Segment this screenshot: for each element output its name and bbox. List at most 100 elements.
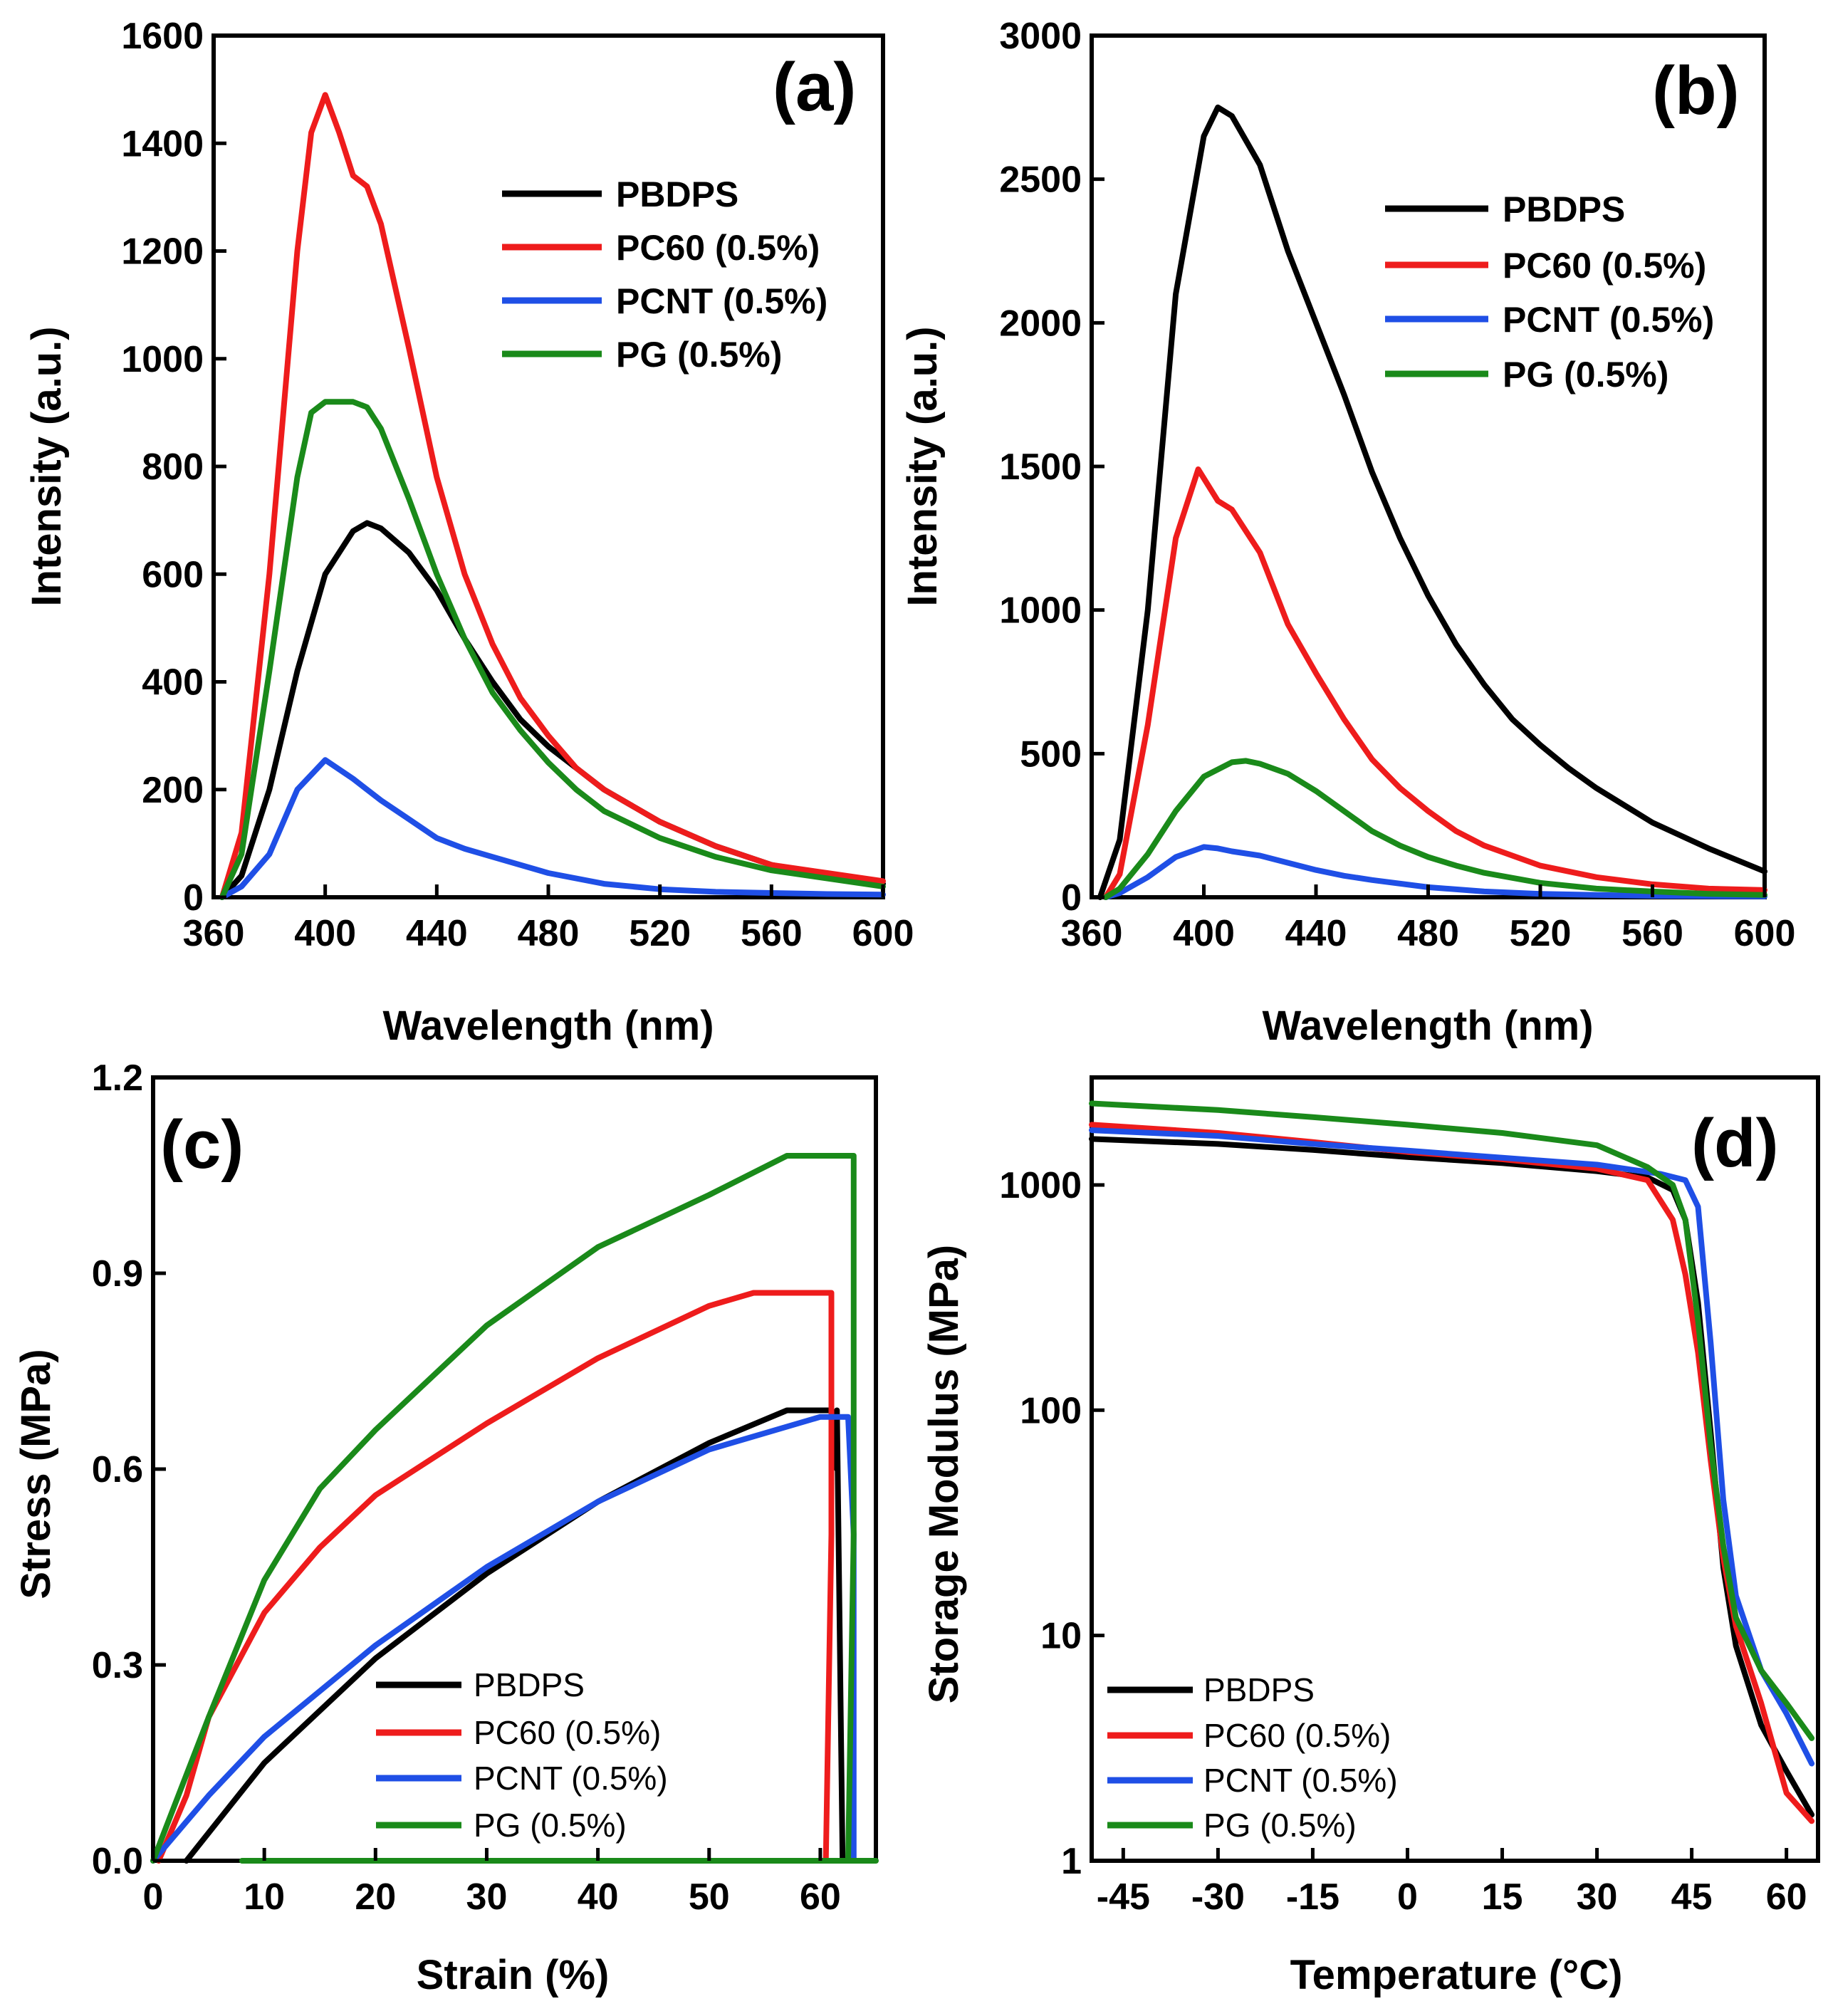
x-axis-title: Strain (%) — [417, 1952, 610, 1998]
series-line-pbdps — [219, 520, 886, 900]
x-tick-label: 50 — [689, 1876, 730, 1918]
series-line-pg — [150, 1153, 857, 1864]
y-ticks: 0.0 0.3 0.6 0.9 1.2 — [92, 1057, 166, 1882]
plot-frame — [1090, 33, 1767, 899]
legend-label: PG (0.5%) — [474, 1807, 627, 1844]
legend-label: PBDPS — [1503, 189, 1625, 229]
y-tick-label: 0.9 — [92, 1253, 143, 1295]
x-tick-label: 10 — [244, 1876, 285, 1918]
x-tick-label: 560 — [741, 913, 803, 954]
series-line-pcnt — [1089, 1127, 1815, 1767]
x-axis-title: Wavelength (nm) — [382, 1003, 714, 1049]
legend-label: PCNT (0.5%) — [1503, 300, 1714, 340]
legend-label: PG (0.5%) — [616, 335, 782, 375]
legend-label: PC60 (0.5%) — [474, 1714, 661, 1751]
legend-label: PCNT (0.5%) — [1203, 1762, 1398, 1799]
x-tick-label: 40 — [578, 1876, 619, 1918]
series-line-pbdps — [183, 1407, 846, 1864]
y-tick-label: 1 — [1061, 1841, 1082, 1882]
x-ticks: 0 10 20 30 40 50 60 — [143, 1848, 841, 1918]
y-tick-label: 400 — [142, 662, 204, 704]
y-axis-title: Storage Modulus (MPa) — [921, 1245, 967, 1703]
panel-label: (a) — [773, 49, 856, 125]
panel-a: 360 400 440 480 520 560 600 0 200 400 600 800 1000 1… — [23, 16, 914, 1049]
x-tick-label: 30 — [1577, 1876, 1618, 1918]
y-tick-label: 200 — [142, 770, 204, 811]
y-tick-label: 1000 — [999, 1165, 1082, 1206]
y-axis-title: Intensity (a.u.) — [899, 326, 946, 606]
y-tick-label: 1400 — [121, 123, 204, 164]
x-tick-label: 360 — [183, 913, 245, 954]
series-line-pc60 — [1102, 466, 1767, 900]
legend-label: PCNT (0.5%) — [474, 1760, 668, 1797]
y-ticks: 1 10 100 1000 — [999, 1165, 1104, 1882]
x-tick-label: -30 — [1191, 1876, 1245, 1918]
series-layer — [1097, 104, 1767, 900]
legend-label: PBDPS — [474, 1666, 585, 1703]
series-line-pcnt — [219, 757, 886, 900]
legend-label: PG (0.5%) — [1503, 355, 1668, 395]
y-tick-label: 0.3 — [92, 1645, 143, 1686]
legend: PBDPS PC60 (0.5%) PCNT (0.5%) PG (0.5%) — [1107, 1671, 1398, 1844]
plot-frame — [1090, 1075, 1820, 1863]
y-tick-label: 0 — [183, 877, 204, 919]
panel-label: (b) — [1652, 53, 1740, 129]
x-tick-label: 60 — [800, 1876, 841, 1918]
y-tick-label: 0 — [1061, 877, 1082, 919]
legend-label: PBDPS — [1203, 1671, 1315, 1708]
legend-label: PC60 (0.5%) — [1203, 1717, 1391, 1754]
x-tick-label: 0 — [143, 1876, 164, 1918]
x-tick-label: 15 — [1482, 1876, 1523, 1918]
y-tick-label: 1.2 — [92, 1057, 143, 1099]
x-tick-label: 400 — [1173, 913, 1235, 954]
x-ticks: 360 400 440 480 520 560 600 — [183, 884, 914, 954]
panel-d: -45 -30 -15 0 15 30 45 60 1 10 100 1000 (d) Temper… — [921, 1075, 1820, 1998]
y-tick-label: 100 — [1020, 1390, 1082, 1431]
x-tick-label: 400 — [294, 913, 356, 954]
series-line-pg — [219, 399, 886, 900]
y-tick-label: 1200 — [121, 231, 204, 273]
x-tick-label: 440 — [1285, 913, 1347, 954]
legend-label: PC60 (0.5%) — [616, 228, 820, 268]
y-tick-label: 500 — [1020, 733, 1082, 775]
x-tick-label: 20 — [355, 1876, 396, 1918]
y-tick-label: 600 — [142, 554, 204, 595]
legend: PBDPS PC60 (0.5%) PCNT (0.5%) PG (0.5%) — [1385, 189, 1714, 395]
series-line-pc60 — [219, 92, 886, 900]
y-axis-title: Stress (MPa) — [13, 1349, 59, 1599]
series-line-pg — [1102, 758, 1767, 900]
panel-label: (c) — [160, 1107, 244, 1183]
y-ticks: 0 500 1000 1500 2000 2500 3000 — [999, 16, 1104, 919]
y-axis-title: Intensity (a.u.) — [23, 326, 70, 606]
y-tick-label: 1000 — [121, 339, 204, 380]
x-ticks: -45 -30 -15 0 15 30 45 60 — [1097, 1848, 1807, 1918]
x-tick-label: 480 — [1397, 913, 1459, 954]
series-line-pg — [1089, 1100, 1815, 1741]
legend-label: PCNT (0.5%) — [616, 281, 827, 321]
series-line-pc60 — [1089, 1122, 1815, 1824]
x-axis-title: Wavelength (nm) — [1262, 1003, 1593, 1049]
y-tick-label: 1500 — [999, 446, 1082, 488]
x-ticks: 360 400 440 480 520 560 600 — [1061, 884, 1796, 954]
legend-label: PG (0.5%) — [1203, 1807, 1357, 1844]
x-tick-label: 600 — [1734, 913, 1796, 954]
y-tick-label: 2500 — [999, 160, 1082, 201]
legend-label: PBDPS — [616, 174, 738, 214]
series-layer — [150, 1153, 879, 1864]
series-layer — [219, 92, 886, 900]
panel-label: (d) — [1691, 1105, 1779, 1181]
y-tick-label: 800 — [142, 446, 204, 488]
x-tick-label: 45 — [1671, 1876, 1713, 1918]
x-tick-label: 440 — [406, 913, 468, 954]
y-tick-label: 1000 — [999, 590, 1082, 632]
y-tick-label: 0.0 — [92, 1841, 143, 1882]
x-axis-title: Temperature (°C) — [1290, 1952, 1623, 1998]
x-tick-label: -15 — [1286, 1876, 1339, 1918]
series-line-pcnt — [150, 1414, 857, 1864]
legend: PBDPS PC60 (0.5%) PCNT (0.5%) PG (0.5%) — [376, 1666, 668, 1844]
x-tick-label: 480 — [518, 913, 580, 954]
legend: PBDPS PC60 (0.5%) PCNT (0.5%) PG (0.5%) — [502, 174, 827, 375]
x-tick-label: 60 — [1766, 1876, 1807, 1918]
x-tick-label: 520 — [629, 913, 691, 954]
